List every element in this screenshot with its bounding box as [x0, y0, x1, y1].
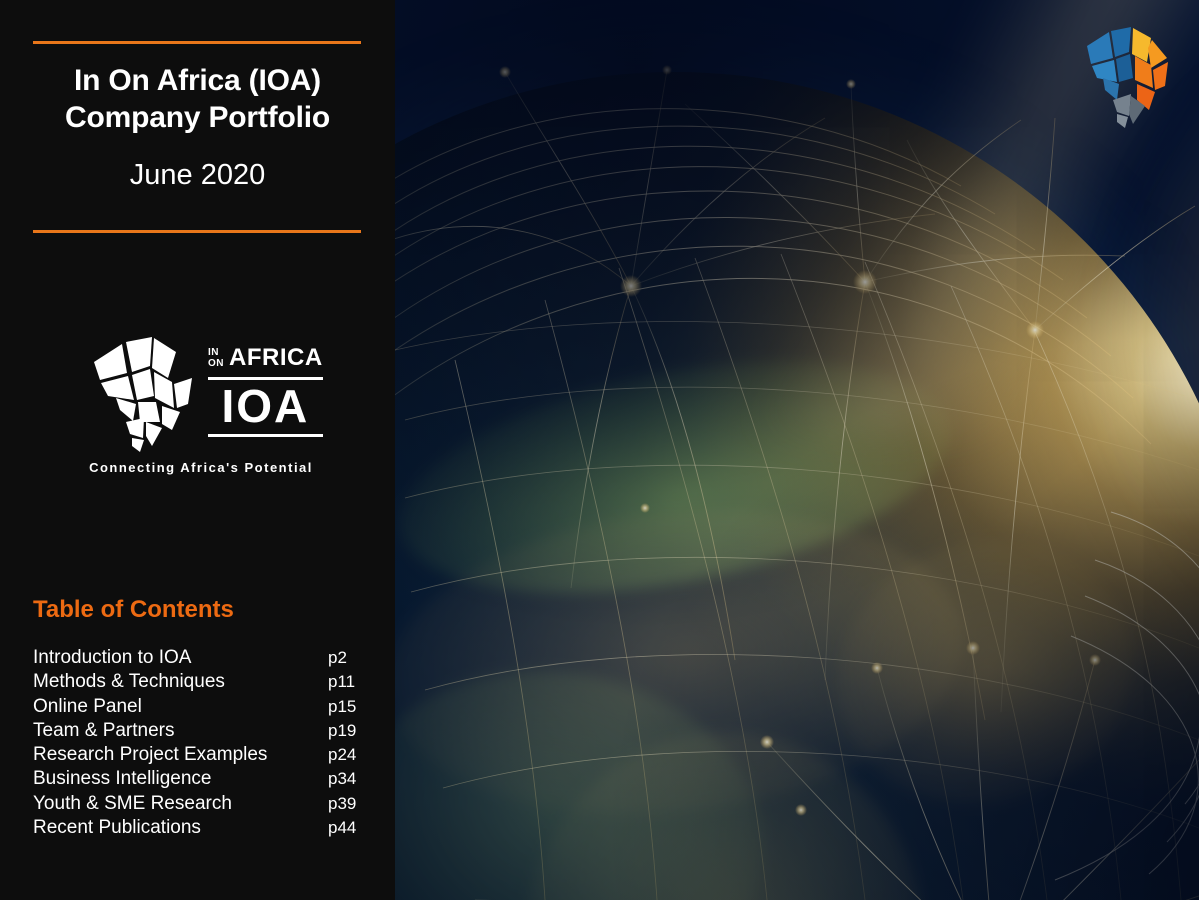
- toc-item[interactable]: Online Panel p15: [33, 695, 373, 719]
- divider-bottom: [33, 230, 361, 233]
- toc-item-page: p2: [328, 648, 347, 667]
- ioa-corner-logo-icon: [1073, 18, 1177, 128]
- toc-item[interactable]: Business Intelligence p34: [33, 767, 373, 791]
- wordmark-rule-bottom: [208, 433, 323, 437]
- toc-item-page: p24: [328, 745, 357, 765]
- toc-item-label: Team & Partners: [33, 719, 175, 741]
- toc-item-label: Research Project Examples: [33, 744, 268, 766]
- wordmark-acronym: IOA: [221, 379, 310, 432]
- toc-item-label: Youth & SME Research: [33, 792, 232, 814]
- wordmark-in-on: IN ON: [208, 347, 224, 369]
- toc-item[interactable]: Introduction to IOA p2: [33, 646, 373, 670]
- table-of-contents: Table of Contents Introduction to IOA p2 M…: [33, 596, 373, 840]
- ioa-wordmark: IN ON AFRICA IOA: [200, 332, 323, 450]
- divider-top: [33, 41, 361, 44]
- toc-item-label: Business Intelligence: [33, 768, 212, 790]
- toc-item[interactable]: Youth & SME Research p39: [33, 792, 373, 816]
- slide-date: June 2020: [129, 159, 266, 191]
- toc-item-page: p19: [328, 720, 357, 740]
- wordmark-rule-top: [208, 376, 323, 380]
- title-line-1: In On Africa (IOA): [74, 64, 321, 97]
- toc-item-label: Introduction to IOA: [33, 647, 192, 668]
- toc-list: Introduction to IOA p2 Methods & Technique…: [33, 646, 373, 840]
- ioa-logo: IN ON AFRICA IOA Connecting Africa's Pot…: [88, 328, 323, 480]
- toc-item-page: p44: [328, 818, 357, 838]
- toc-heading: Table of Contents: [33, 596, 234, 623]
- toc-item-label: Methods & Techniques: [33, 671, 225, 693]
- title-line-2: Company Portfolio: [65, 101, 330, 134]
- title-block: In On Africa (IOA) Company Portfolio Jun…: [0, 62, 395, 192]
- toc-item-label: Recent Publications: [33, 817, 201, 839]
- page-title: In On Africa (IOA) Company Portfolio: [0, 62, 395, 136]
- left-content-panel: In On Africa (IOA) Company Portfolio Jun…: [0, 0, 395, 900]
- toc-item-page: p39: [328, 793, 357, 813]
- toc-item-label: Online Panel: [33, 695, 142, 717]
- globe-hero-image: [395, 0, 1199, 900]
- toc-item[interactable]: Team & Partners p19: [33, 719, 373, 743]
- toc-item[interactable]: Recent Publications p44: [33, 816, 373, 840]
- toc-item[interactable]: Methods & Techniques p11: [33, 670, 373, 694]
- toc-item[interactable]: Research Project Examples p24: [33, 743, 373, 767]
- earth-sphere: [395, 72, 1199, 900]
- toc-item-page: p15: [328, 696, 357, 716]
- logo-tagline: Connecting Africa's Potential: [89, 460, 313, 475]
- wordmark-in: IN: [208, 346, 219, 358]
- wordmark-on: ON: [208, 357, 224, 369]
- africa-shape-icon: [88, 328, 200, 453]
- wordmark-africa: AFRICA: [229, 343, 323, 371]
- toc-item-page: p11: [328, 672, 356, 692]
- toc-item-page: p34: [328, 769, 357, 789]
